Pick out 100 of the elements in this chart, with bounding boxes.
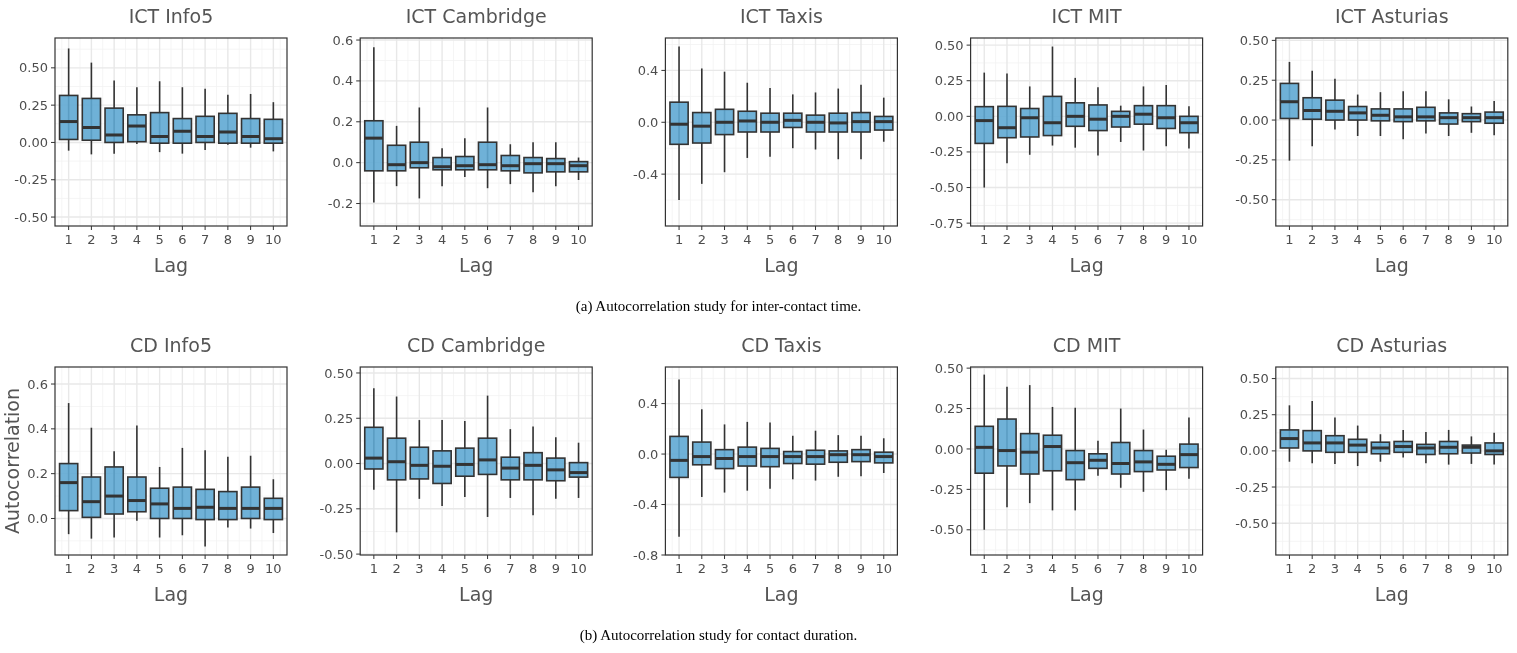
- chart-title: CD Cambridge: [407, 334, 546, 356]
- x-tick-label: 4: [1353, 232, 1362, 247]
- x-axis-title: Lag: [764, 583, 799, 605]
- y-tick-label: 0.25: [1239, 72, 1269, 88]
- y-tick-label: 0.00: [934, 441, 964, 457]
- x-tick-label: 2: [87, 561, 96, 576]
- x-tick-label: 10: [570, 561, 587, 576]
- x-tick-label: 9: [1467, 561, 1476, 576]
- x-tick-label: 8: [223, 561, 232, 576]
- x-tick-label: 2: [392, 232, 401, 247]
- x-tick-label: 4: [437, 561, 447, 576]
- x-tick-label: 9: [246, 561, 255, 576]
- x-tick-label: 1: [674, 232, 684, 247]
- x-tick-label: 10: [1180, 232, 1198, 247]
- x-tick-label: 10: [265, 232, 282, 247]
- chart-title: ICT Asturias: [1335, 5, 1449, 27]
- x-tick-label: 1: [369, 561, 378, 576]
- x-tick-label: 4: [437, 232, 447, 247]
- x-tick-label: 7: [200, 232, 210, 247]
- y-tick-label: 0.25: [324, 410, 354, 426]
- y-tick-label: -0.25: [1235, 152, 1269, 168]
- x-tick-label: 9: [856, 232, 866, 247]
- x-tick-label: 5: [155, 232, 164, 247]
- x-tick-label: 2: [1002, 232, 1012, 247]
- x-tick-label: 7: [1421, 232, 1431, 247]
- x-tick-label: 10: [1485, 561, 1503, 576]
- y-tick-label: 0.0: [27, 511, 48, 527]
- x-tick-label: 5: [1376, 561, 1385, 576]
- x-tick-label: 10: [875, 232, 893, 247]
- x-axis-title: Lag: [764, 254, 799, 276]
- chart-title: CD Asturias: [1336, 334, 1448, 356]
- x-tick-label: 3: [1330, 561, 1340, 576]
- x-tick-label: 10: [875, 561, 893, 576]
- x-tick-label: 9: [1162, 232, 1171, 247]
- chart-title: ICT Cambridge: [405, 5, 547, 27]
- y-tick-label: 0.50: [324, 365, 354, 381]
- x-tick-label: 2: [697, 561, 706, 576]
- x-tick-label: 3: [1025, 561, 1034, 576]
- x-tick-label: 7: [506, 561, 515, 576]
- x-tick-label: 7: [1116, 561, 1125, 576]
- y-tick-label: -0.25: [929, 144, 964, 160]
- y-tick-label: 0.2: [27, 466, 48, 482]
- x-axis-title: Lag: [1069, 583, 1104, 605]
- chart-title: ICT Taxis: [739, 5, 823, 27]
- y-tick-label: 0.2: [332, 114, 354, 130]
- x-axis-title: Lag: [459, 254, 494, 276]
- chart-title: CD Info5: [130, 334, 212, 356]
- x-tick-label: 5: [460, 561, 469, 576]
- x-tick-label: 10: [265, 561, 282, 576]
- x-tick-label: 3: [720, 232, 729, 247]
- y-tick-label: 0.50: [19, 60, 48, 76]
- x-tick-label: 9: [246, 232, 255, 247]
- x-tick-label: 6: [1399, 232, 1408, 247]
- x-tick-label: 7: [811, 232, 820, 247]
- x-tick-label: 5: [765, 561, 775, 576]
- y-tick-label: 0.25: [934, 73, 964, 89]
- y-tick-label: 0.4: [27, 421, 48, 437]
- y-tick-label: 0.25: [1239, 407, 1269, 423]
- y-tick-label: 0.6: [332, 32, 354, 48]
- x-tick-label: 6: [788, 561, 797, 576]
- x-tick-label: 2: [87, 232, 96, 247]
- x-tick-label: 4: [1048, 561, 1057, 576]
- x-tick-label: 5: [1071, 561, 1080, 576]
- x-tick-label: 2: [1308, 232, 1317, 247]
- x-tick-label: 8: [834, 561, 843, 576]
- x-tick-label: 2: [697, 232, 706, 247]
- y-axis-title: Autocorrelation: [1, 387, 23, 535]
- x-tick-label: 6: [178, 561, 187, 576]
- x-tick-label: 8: [1444, 232, 1453, 247]
- chart-title: ICT MIT: [1051, 5, 1123, 27]
- y-tick-label: -0.50: [14, 209, 48, 225]
- x-tick-label: 9: [551, 232, 560, 247]
- text: (b) Autocorrelation study for contact duration.: [579, 627, 858, 644]
- x-tick-label: 4: [743, 561, 752, 576]
- y-tick-label: 0.00: [19, 134, 48, 150]
- x-tick-label: 1: [369, 232, 378, 247]
- x-tick-label: 3: [415, 232, 424, 247]
- x-tick-label: 8: [1444, 561, 1453, 576]
- y-tick-label: -0.4: [633, 497, 659, 513]
- x-tick-label: 7: [506, 232, 515, 247]
- x-tick-label: 2: [1308, 561, 1317, 576]
- x-tick-label: 1: [64, 561, 73, 576]
- y-tick-label: -0.50: [1235, 192, 1269, 208]
- y-tick-label: 0.25: [19, 97, 48, 113]
- x-tick-label: 1: [1285, 561, 1294, 576]
- chart-title: ICT Info5: [128, 5, 214, 27]
- y-tick-label: -0.50: [1235, 515, 1269, 531]
- chart-title: CD Taxis: [741, 334, 822, 356]
- x-tick-label: 4: [132, 561, 142, 576]
- x-tick-label: 6: [178, 232, 187, 247]
- chart-title: CD MIT: [1052, 334, 1121, 356]
- x-axis-title: Lag: [1374, 254, 1409, 276]
- x-tick-label: 3: [110, 232, 119, 247]
- y-tick-label: 0.50: [934, 360, 964, 376]
- y-tick-label: -0.25: [1235, 479, 1269, 495]
- x-tick-label: 5: [1071, 232, 1080, 247]
- x-tick-label: 10: [1180, 561, 1198, 576]
- x-tick-label: 6: [483, 561, 492, 576]
- y-tick-label: 0.0: [637, 446, 659, 462]
- y-tick-label: -0.25: [14, 172, 48, 188]
